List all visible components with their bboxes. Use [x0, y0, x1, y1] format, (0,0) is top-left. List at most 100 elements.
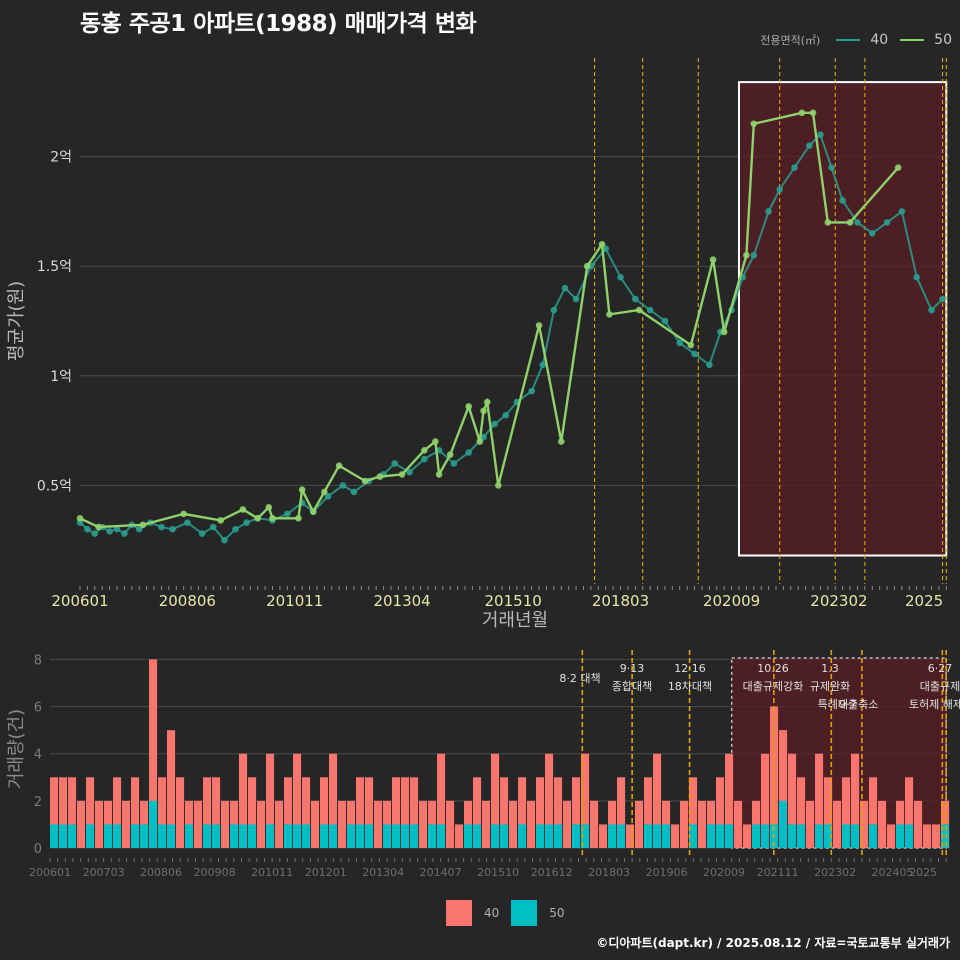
- data-point-40: [828, 164, 835, 171]
- bar-40: [563, 800, 572, 848]
- bar-x-tick-label: 202111: [757, 866, 799, 879]
- bar-50: [266, 824, 275, 848]
- bar-40: [86, 777, 95, 848]
- bar-40: [158, 777, 167, 848]
- data-point-50: [254, 514, 262, 522]
- data-point-50: [476, 438, 484, 445]
- bar-40: [743, 824, 752, 848]
- x-tick-label: 201510: [485, 592, 542, 610]
- data-point-40: [550, 306, 558, 314]
- bar-40: [275, 800, 284, 848]
- bar-x-tick-label: 201201: [305, 866, 347, 879]
- legend-swatch-40: [836, 39, 861, 41]
- bar-40: [437, 753, 446, 848]
- data-point-40: [883, 219, 891, 226]
- bar-40: [59, 777, 68, 848]
- annotation-date: 8·2 대책: [559, 672, 600, 685]
- bar-40: [914, 800, 923, 848]
- bar-x-tick-label: 2025: [909, 866, 937, 879]
- data-point-40: [676, 339, 684, 347]
- annotation-date: 9·13: [620, 662, 645, 675]
- bar-50: [428, 824, 437, 848]
- data-point-40: [691, 350, 698, 358]
- x-tick-label: 200806: [159, 592, 216, 610]
- legend-bar-swatch-50: [511, 900, 538, 926]
- bar-40: [599, 824, 608, 848]
- data-point-40: [646, 306, 654, 314]
- bar-50: [572, 824, 581, 848]
- x-tick-label: 202009: [703, 592, 760, 610]
- annotation-label: 대출규제: [920, 680, 960, 693]
- bar-40: [401, 777, 410, 848]
- bar-40: [788, 753, 797, 848]
- data-point-50: [265, 503, 273, 511]
- data-point-50: [743, 251, 750, 259]
- bar-x-tick-label: 201011: [251, 866, 293, 879]
- data-point-50: [269, 514, 276, 522]
- bar-40: [473, 777, 482, 848]
- data-point-40: [632, 295, 639, 303]
- bar-40: [878, 800, 887, 848]
- bar-50: [248, 824, 257, 848]
- data-point-50: [535, 322, 543, 329]
- bar-50: [842, 824, 851, 848]
- bar-40: [617, 777, 626, 848]
- data-point-50: [361, 477, 369, 485]
- bar-40: [284, 777, 293, 848]
- bar-50: [608, 824, 617, 848]
- bar-40: [851, 753, 860, 848]
- legend-label-50: 50: [934, 32, 952, 48]
- bar-40: [446, 800, 455, 848]
- x-tick-label: 202302: [810, 592, 867, 610]
- y-tick-label: 1억: [50, 369, 72, 385]
- bar-40: [860, 800, 869, 848]
- bar-50: [545, 824, 554, 848]
- bar-40: [302, 777, 311, 848]
- data-point-40: [158, 523, 165, 531]
- bar-40: [455, 824, 464, 848]
- bar-50: [707, 824, 716, 848]
- bar-50: [365, 824, 374, 848]
- bar-40: [806, 800, 815, 848]
- bar-x-tick-label: 200806: [140, 866, 182, 879]
- x-tick-label: 200601: [51, 592, 108, 610]
- bar-50: [230, 824, 239, 848]
- bar-40: [266, 753, 275, 848]
- data-point-50: [720, 328, 728, 336]
- data-point-50: [583, 262, 591, 270]
- bar-40: [194, 800, 203, 848]
- data-point-50: [465, 403, 473, 410]
- data-point-40: [113, 525, 121, 533]
- bar-40: [527, 800, 536, 848]
- bar-40: [203, 777, 212, 848]
- data-point-40: [765, 208, 772, 215]
- data-point-40: [561, 284, 569, 292]
- annotation-label: 토허제 해제: [909, 697, 960, 711]
- bar-y-axis-title: 거래량(건): [6, 709, 27, 789]
- bar-50: [797, 824, 806, 848]
- bar-40: [689, 777, 698, 848]
- data-point-40: [391, 460, 398, 467]
- bar-40: [320, 777, 329, 848]
- bar-50: [203, 824, 212, 848]
- data-point-50: [809, 109, 817, 117]
- bar-40: [374, 800, 383, 848]
- data-point-50: [309, 508, 317, 515]
- bar-50: [518, 824, 527, 848]
- x-axis-title: 거래년월: [482, 610, 548, 631]
- bar-40: [311, 800, 320, 848]
- bar-50: [752, 824, 761, 848]
- data-point-40: [868, 230, 876, 237]
- data-point-50: [495, 482, 502, 489]
- data-point-40: [209, 523, 217, 531]
- bar-40: [131, 777, 140, 848]
- data-point-50: [483, 398, 491, 406]
- data-point-40: [465, 449, 473, 456]
- bar-x-tick-label: 200703: [83, 866, 125, 879]
- bar-50: [689, 824, 698, 848]
- bar-40: [77, 800, 86, 848]
- annotation-label: 특례대출축소: [818, 698, 879, 711]
- data-point-40: [939, 295, 946, 303]
- bar-40: [500, 777, 509, 848]
